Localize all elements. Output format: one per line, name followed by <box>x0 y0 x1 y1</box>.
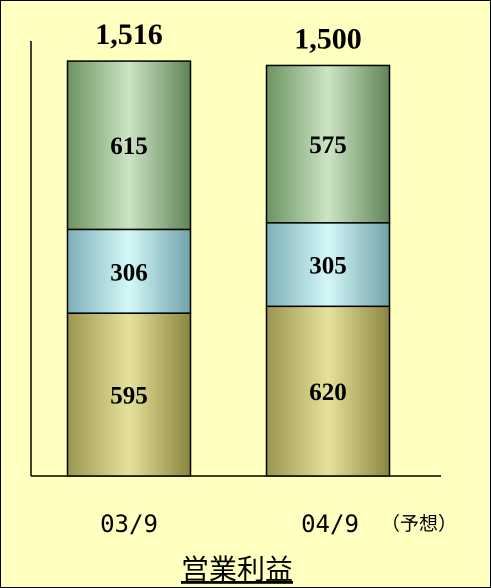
data-label: 306 <box>110 259 148 286</box>
data-label: 595 <box>110 383 148 410</box>
total-label: 1,500 <box>294 22 362 55</box>
data-label: 620 <box>309 379 347 406</box>
bars-group: 595 306 615 1,516 620 305 575 1,500 <box>66 18 391 477</box>
bar-segment <box>265 64 391 224</box>
data-label: 305 <box>309 253 347 280</box>
data-label: 615 <box>110 133 148 160</box>
chart-title: 営業利益 <box>181 553 293 586</box>
data-label: 575 <box>309 132 347 159</box>
category-label: 04/9 <box>301 510 359 538</box>
category-note: （予想） <box>381 513 457 535</box>
bar-segment <box>66 60 192 231</box>
category-label: 03/9 <box>100 510 158 538</box>
total-label: 1,516 <box>95 18 163 51</box>
bar-segment <box>66 312 192 477</box>
bar-segment <box>265 305 391 477</box>
bar-segment <box>265 222 391 308</box>
